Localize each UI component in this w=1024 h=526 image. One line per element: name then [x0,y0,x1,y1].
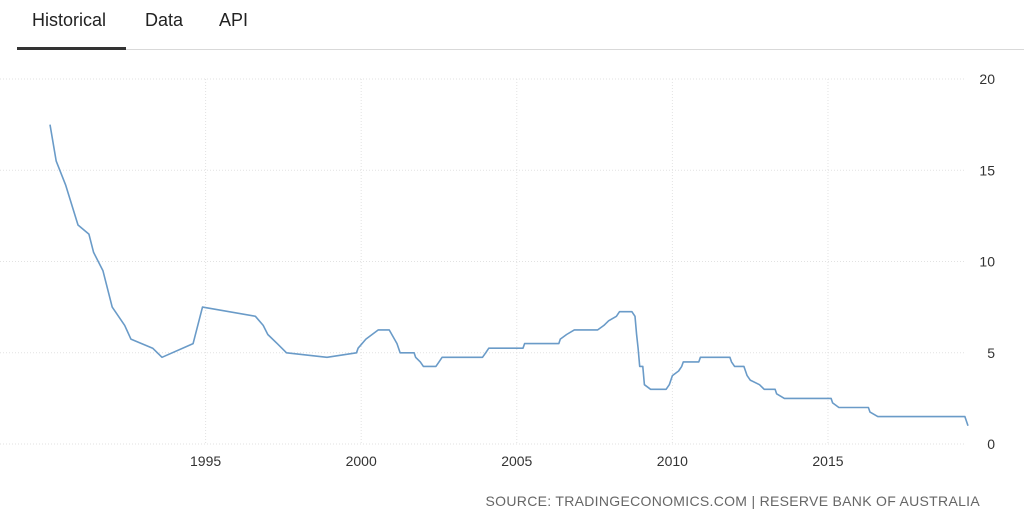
source-attribution: SOURCE: TRADINGECONOMICS.COM | RESERVE B… [485,493,980,509]
x-tick-label: 2010 [657,453,688,469]
tab-historical[interactable]: Historical [32,10,107,30]
line-chart: 0 5 10 15 20 1995 2000 2005 2010 2015 [0,71,995,469]
active-tab-indicator [17,47,126,50]
y-tick-label: 5 [987,345,995,361]
x-tick-label: 2000 [346,453,377,469]
tab-api[interactable]: API [219,10,249,30]
y-tick-label: 0 [987,436,995,452]
x-tick-label: 1995 [190,453,221,469]
tab-data[interactable]: Data [145,10,184,30]
tab-bar: Historical Data API [17,0,1024,50]
y-tick-label: 15 [979,162,995,178]
x-tick-label: 2005 [501,453,532,469]
y-tick-label: 10 [979,254,995,270]
y-tick-label: 20 [979,71,995,87]
x-tick-label: 2015 [812,453,843,469]
series-line [49,124,969,427]
